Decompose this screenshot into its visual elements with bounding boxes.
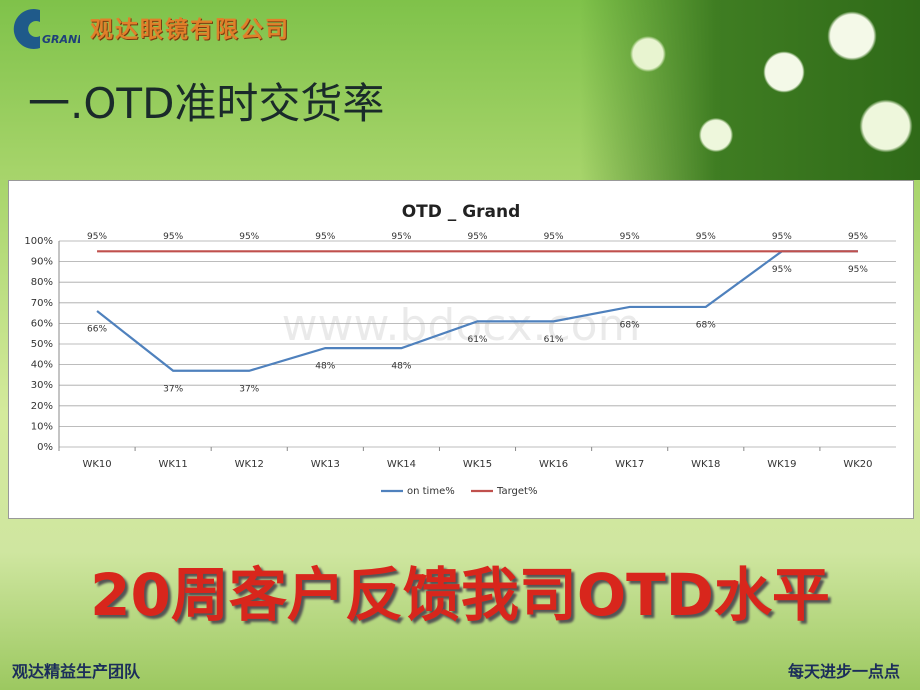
data-label: 48% xyxy=(391,362,411,372)
company-name: 观达眼镜有限公司 xyxy=(90,17,290,43)
data-label: 37% xyxy=(163,384,183,394)
x-tick-label: WK19 xyxy=(767,459,796,470)
logo-text: GRAND xyxy=(42,33,80,46)
data-label: 66% xyxy=(87,325,107,335)
data-label: 95% xyxy=(315,232,335,242)
x-tick-label: WK16 xyxy=(539,459,568,470)
data-label: 61% xyxy=(467,335,487,345)
chart-panel: OTD _ Grand www.bdocx.com 0% 10% 20% 30% 40%… xyxy=(8,180,914,519)
y-tick-label: 70% xyxy=(31,298,53,309)
x-tick-label: WK11 xyxy=(159,459,188,470)
chart: OTD _ Grand www.bdocx.com 0% 10% 20% 30% 40%… xyxy=(24,202,896,497)
data-label: 61% xyxy=(544,335,564,345)
legend-label: Target% xyxy=(496,486,537,497)
logo-mark: GRAND xyxy=(13,9,80,50)
y-tick-label: 0% xyxy=(37,442,53,453)
y-tick-label: 30% xyxy=(31,380,53,391)
x-tick-label: WK15 xyxy=(463,459,492,470)
x-tick-label: WK14 xyxy=(387,459,416,470)
legend-label: on time% xyxy=(407,486,455,497)
chart-title: OTD _ Grand xyxy=(402,202,521,222)
x-tick-label: WK17 xyxy=(615,459,644,470)
data-label: 95% xyxy=(772,232,792,242)
flower-background xyxy=(580,0,920,180)
footer-right: 每天进步一点点 xyxy=(787,662,900,681)
data-label: 95% xyxy=(848,265,868,275)
data-label: 95% xyxy=(239,232,259,242)
x-tick-label: WK12 xyxy=(235,459,264,470)
data-label: 95% xyxy=(391,232,411,242)
headline: 20周客户反馈我司OTD水平 xyxy=(90,561,830,629)
data-label: 48% xyxy=(315,362,335,372)
y-tick-label: 60% xyxy=(31,318,53,329)
data-label: 95% xyxy=(87,232,107,242)
x-tick-label: WK13 xyxy=(311,459,340,470)
x-tick-label: WK18 xyxy=(691,459,720,470)
y-tick-label: 100% xyxy=(24,236,53,247)
data-label: 68% xyxy=(696,320,716,330)
y-tick-label: 40% xyxy=(31,360,53,371)
data-label: 95% xyxy=(544,232,564,242)
data-label: 95% xyxy=(620,232,640,242)
data-label: 95% xyxy=(848,232,868,242)
data-label: 95% xyxy=(163,232,183,242)
x-tick-label: WK20 xyxy=(843,459,872,470)
data-label: 95% xyxy=(467,232,487,242)
y-tick-label: 10% xyxy=(31,421,53,432)
y-tick-label: 20% xyxy=(31,401,53,412)
watermark: www.bdocx.com xyxy=(282,300,641,351)
data-label: 37% xyxy=(239,384,259,394)
footer-left: 观达精益生产团队 xyxy=(12,662,141,681)
data-label: 95% xyxy=(772,265,792,275)
slide-title: 一.OTD准时交货率 xyxy=(28,79,385,128)
y-tick-label: 80% xyxy=(31,277,53,288)
data-label: 95% xyxy=(696,232,716,242)
data-label: 68% xyxy=(620,320,640,330)
y-tick-label: 50% xyxy=(31,339,53,350)
x-tick-label: WK10 xyxy=(82,459,111,470)
series-line xyxy=(96,250,858,372)
y-tick-label: 90% xyxy=(31,257,53,268)
